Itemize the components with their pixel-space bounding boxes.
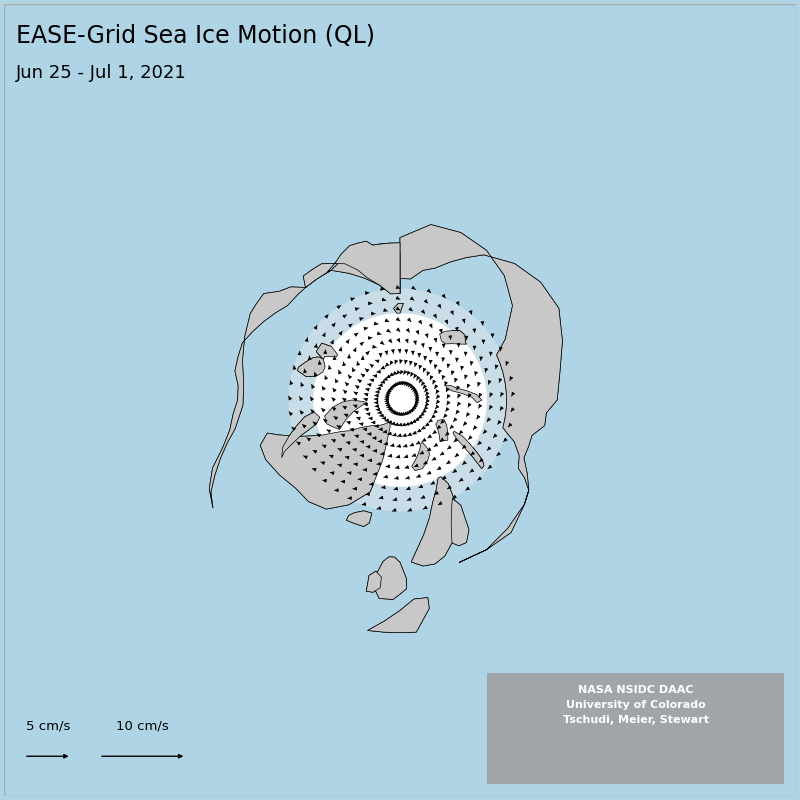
Polygon shape (366, 571, 382, 592)
Polygon shape (412, 442, 430, 470)
Polygon shape (282, 412, 320, 458)
Polygon shape (374, 557, 406, 599)
Polygon shape (313, 313, 487, 487)
Polygon shape (411, 477, 458, 566)
Polygon shape (210, 243, 400, 508)
Polygon shape (446, 385, 482, 402)
Polygon shape (298, 357, 325, 377)
Polygon shape (451, 498, 469, 546)
Polygon shape (346, 511, 372, 526)
Polygon shape (394, 303, 403, 314)
Polygon shape (316, 343, 338, 359)
Polygon shape (453, 431, 484, 469)
Polygon shape (368, 598, 430, 633)
Polygon shape (325, 400, 366, 430)
Polygon shape (368, 598, 430, 633)
Text: 5 cm/s: 5 cm/s (26, 719, 70, 733)
FancyBboxPatch shape (487, 673, 784, 784)
Polygon shape (298, 357, 325, 377)
Polygon shape (436, 419, 448, 442)
Polygon shape (400, 225, 562, 562)
Polygon shape (325, 400, 366, 430)
Polygon shape (303, 241, 400, 294)
Polygon shape (289, 289, 511, 511)
Polygon shape (411, 477, 458, 566)
Polygon shape (210, 243, 400, 508)
Polygon shape (346, 511, 372, 526)
Polygon shape (453, 431, 484, 469)
Polygon shape (394, 303, 403, 314)
Polygon shape (440, 330, 466, 344)
Polygon shape (260, 422, 390, 509)
Polygon shape (366, 571, 382, 592)
Polygon shape (316, 343, 338, 359)
Polygon shape (446, 385, 482, 402)
Polygon shape (451, 498, 469, 546)
Text: 10 cm/s: 10 cm/s (116, 719, 169, 733)
Polygon shape (400, 225, 562, 562)
Polygon shape (412, 442, 430, 470)
Text: NASA NSIDC DAAC
University of Colorado
Tschudi, Meier, Stewart: NASA NSIDC DAAC University of Colorado T… (563, 685, 709, 725)
Polygon shape (374, 557, 406, 599)
Polygon shape (282, 412, 320, 458)
Text: Jun 25 - Jul 1, 2021: Jun 25 - Jul 1, 2021 (16, 63, 186, 82)
Polygon shape (303, 241, 400, 294)
Text: EASE-Grid Sea Ice Motion (QL): EASE-Grid Sea Ice Motion (QL) (16, 24, 375, 48)
Polygon shape (260, 422, 390, 509)
Polygon shape (436, 419, 448, 442)
Polygon shape (440, 330, 466, 344)
